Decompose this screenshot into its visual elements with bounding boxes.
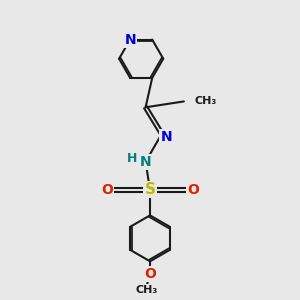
Text: H: H: [127, 152, 137, 165]
Text: CH₃: CH₃: [194, 96, 216, 106]
Text: O: O: [144, 267, 156, 281]
Text: N: N: [140, 155, 152, 169]
Text: N: N: [160, 130, 172, 144]
Text: O: O: [101, 183, 113, 197]
Text: O: O: [187, 183, 199, 197]
Text: S: S: [145, 182, 155, 197]
Text: CH₃: CH₃: [136, 285, 158, 295]
Text: N: N: [124, 33, 136, 46]
